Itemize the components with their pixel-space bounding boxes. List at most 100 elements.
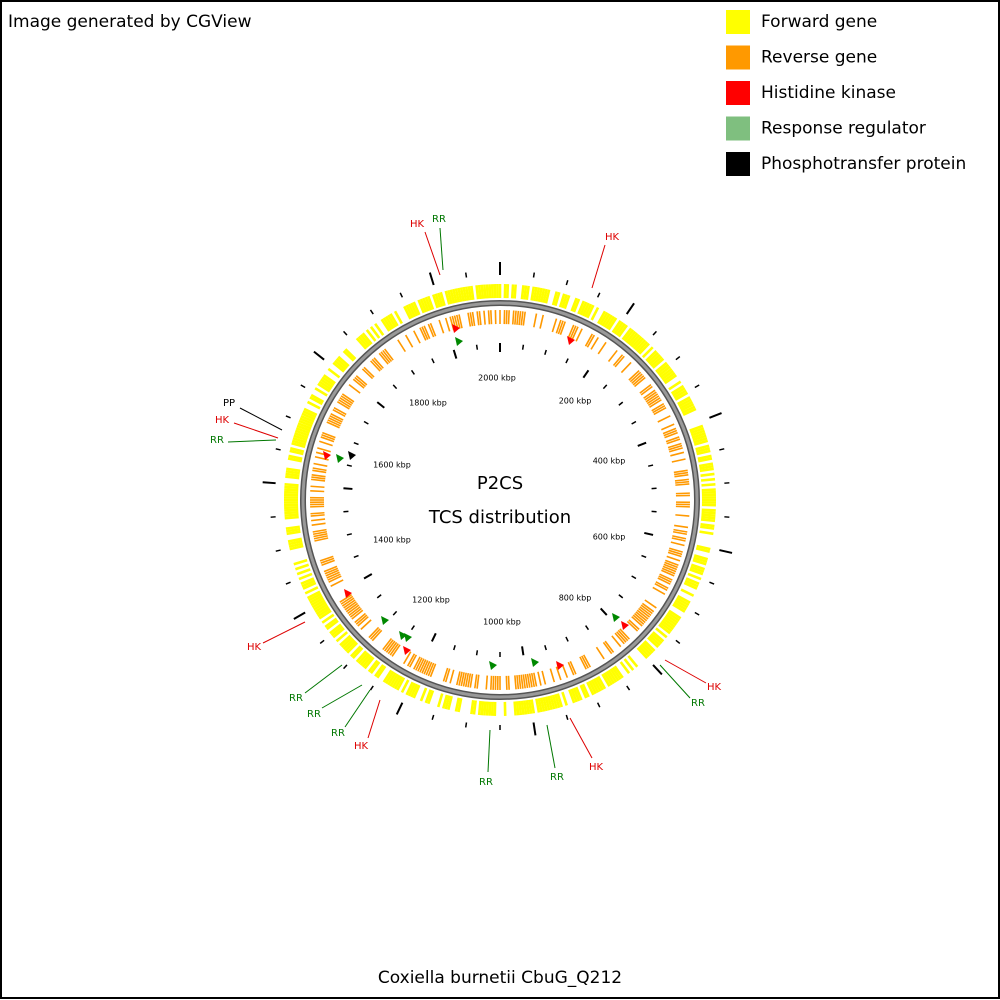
reverse-gene [312, 528, 327, 533]
forward-gene [518, 700, 523, 716]
forward-gene [601, 673, 611, 687]
scale-tick [475, 344, 479, 350]
forward-gene [376, 665, 387, 679]
forward-gene [357, 651, 369, 665]
reverse-gene [310, 514, 325, 517]
feature-label: HK [410, 219, 425, 230]
reverse-gene [657, 415, 671, 423]
reverse-gene [663, 429, 678, 437]
reverse-gene [361, 368, 374, 380]
forward-gene [359, 334, 371, 347]
outer-tick [262, 481, 276, 485]
reverse-gene [514, 675, 517, 690]
forward-gene [327, 367, 341, 379]
feature-label: PP [223, 398, 235, 409]
reverse-gene [330, 413, 344, 421]
forward-gene [537, 287, 543, 303]
feature-label: RR [210, 435, 224, 446]
forward-gene [647, 351, 660, 364]
forward-gene [393, 310, 403, 325]
forward-gene [289, 447, 305, 453]
forward-gene [685, 577, 700, 586]
forward-gene [530, 699, 536, 714]
forward-gene [318, 380, 332, 391]
forward-gene [447, 289, 453, 305]
reverse-gene [641, 602, 655, 613]
reverse-gene [667, 551, 682, 558]
reverse-gene [634, 612, 646, 624]
reverse-gene [675, 480, 690, 484]
forward-gene [288, 539, 303, 546]
reverse-gene [311, 522, 326, 526]
reverse-gene [319, 440, 333, 447]
outer-tick [319, 639, 325, 644]
forward-gene [693, 556, 708, 564]
reverse-gene [429, 322, 437, 337]
forward-gene [513, 284, 517, 299]
forward-gene [284, 506, 299, 510]
forward-gene [701, 510, 716, 515]
forward-gene [588, 680, 597, 695]
outer-tick [694, 384, 700, 389]
forward-gene [680, 588, 695, 597]
forward-gene [351, 647, 364, 660]
forward-gene [623, 329, 635, 342]
forward-gene [586, 681, 595, 696]
forward-gene [315, 605, 330, 616]
forward-gene [367, 659, 379, 673]
forward-gene [382, 317, 393, 331]
legend-label: Reverse gene [761, 48, 877, 68]
forward-gene [311, 599, 326, 609]
reverse-gene [312, 469, 327, 474]
reverse-gene [476, 674, 480, 689]
forward-gene [321, 376, 335, 387]
forward-gene [689, 424, 704, 432]
scale-tick [346, 464, 352, 467]
reverse-gene [643, 389, 656, 399]
scale-label: 600 kbp [593, 533, 626, 542]
forward-gene [285, 475, 300, 480]
forward-gene [678, 398, 692, 408]
callout-line [546, 724, 556, 769]
forward-gene [449, 289, 456, 304]
reverse-gene [646, 395, 660, 405]
forward-gene [422, 297, 430, 312]
reverse-gene [674, 471, 689, 476]
callout-line [367, 699, 381, 739]
forward-gene [655, 361, 668, 373]
reverse-gene [371, 358, 383, 371]
forward-gene [300, 577, 315, 586]
scale-tick [618, 594, 624, 599]
reverse-gene [469, 312, 474, 327]
forward-gene [655, 627, 668, 639]
forward-gene [337, 355, 350, 368]
forward-gene [558, 293, 566, 308]
reverse-gene [668, 444, 683, 451]
forward-gene [695, 547, 711, 553]
forward-gene [306, 590, 321, 600]
reverse-gene [674, 524, 689, 529]
reverse-gene [653, 406, 667, 416]
forward-gene [291, 442, 306, 449]
forward-gene [340, 636, 353, 649]
outer-tick [285, 415, 291, 419]
forward-gene [361, 332, 373, 345]
forward-gene [689, 568, 704, 576]
forward-gene [650, 632, 663, 645]
forward-gene [664, 615, 678, 626]
forward-gene [692, 558, 707, 566]
forward-gene [687, 572, 702, 581]
forward-gene [701, 483, 716, 487]
forward-gene [470, 285, 475, 300]
forward-gene [613, 665, 624, 679]
outer-tick [293, 611, 306, 620]
forward-gene [335, 357, 349, 369]
scale-tick [602, 384, 608, 390]
reverse-gene [579, 656, 587, 670]
reverse-gene [348, 384, 361, 394]
reverse-gene [355, 614, 368, 625]
forward-gene [700, 523, 715, 528]
scale-tick [410, 625, 415, 631]
forward-gene [329, 623, 342, 635]
